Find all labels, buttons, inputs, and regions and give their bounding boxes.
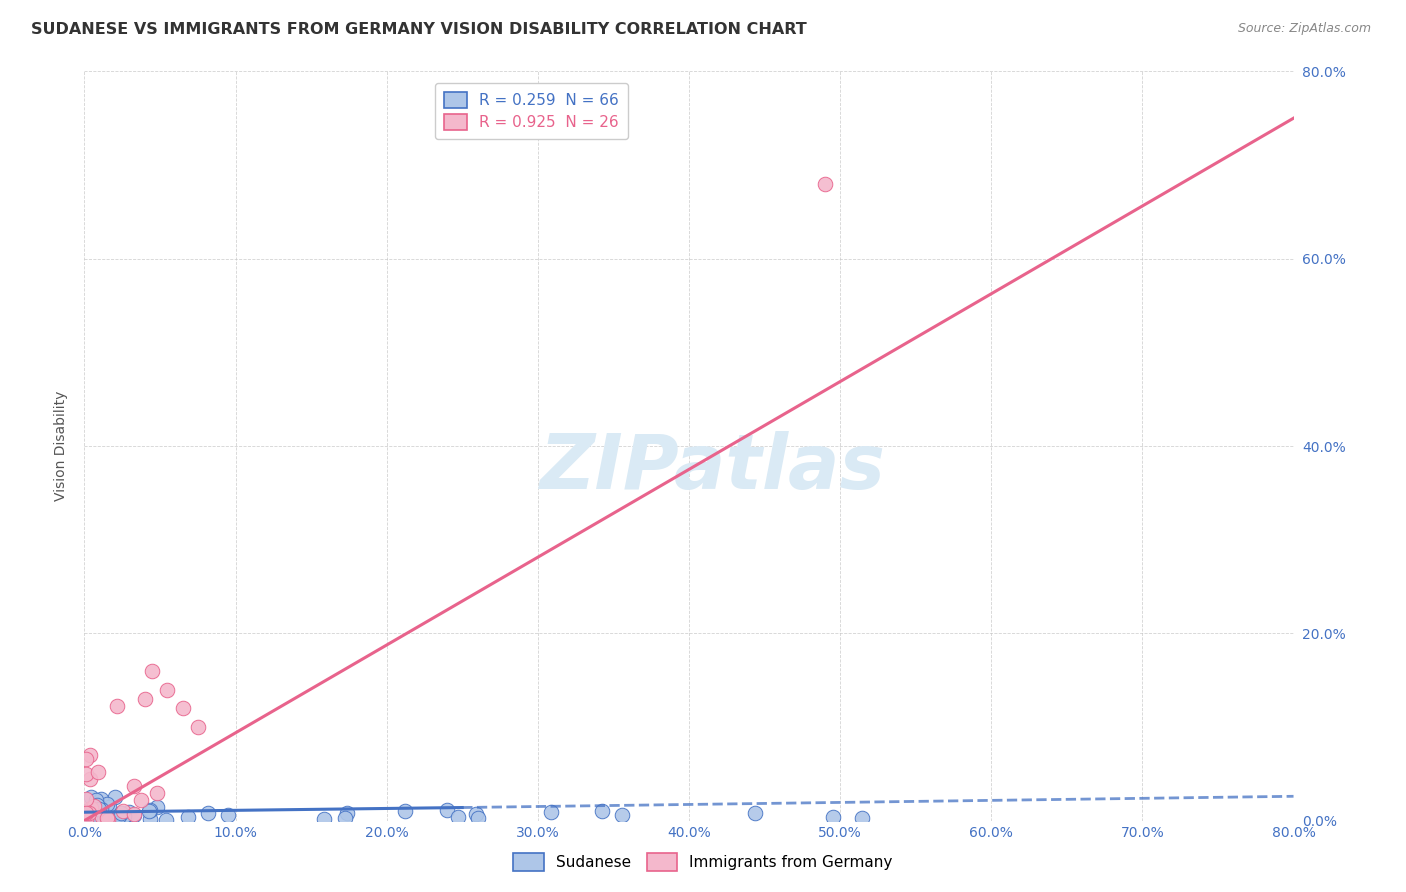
Point [467, 811, 489, 825]
Point [436, 803, 458, 817]
Point [86, 797, 108, 812]
Point [75, 811, 97, 825]
Point [464, 807, 486, 822]
Point [83, 799, 105, 814]
Point [87, 802, 110, 816]
Point [108, 809, 131, 823]
Text: ZIPatlas: ZIPatlas [540, 432, 886, 506]
Point [82, 808, 104, 822]
Point [146, 799, 169, 814]
Point [139, 812, 162, 826]
Point [111, 810, 134, 824]
Point [108, 808, 131, 822]
Point [90, 801, 112, 815]
Point [823, 810, 845, 824]
Point [80, 800, 103, 814]
Point [90, 811, 112, 825]
Point [75, 805, 97, 820]
Point [75, 813, 97, 827]
Point [177, 809, 200, 823]
Point [75, 766, 97, 780]
Text: SUDANESE VS IMMIGRANTS FROM GERMANY VISION DISABILITY CORRELATION CHART: SUDANESE VS IMMIGRANTS FROM GERMANY VISI… [31, 22, 807, 37]
Point [744, 805, 766, 820]
Point [114, 809, 136, 823]
Point [591, 805, 613, 819]
Point [96, 811, 118, 825]
Y-axis label: Vision Disability: Vision Disability [53, 391, 67, 501]
Point [86, 809, 108, 823]
Point [77, 806, 100, 821]
Point [79, 772, 101, 786]
Point [394, 804, 416, 818]
Point [540, 805, 562, 820]
Point [86, 813, 108, 827]
Text: Source: ZipAtlas.com: Source: ZipAtlas.com [1237, 22, 1371, 36]
Point [91, 810, 114, 824]
Point [93, 813, 115, 827]
Point [75, 752, 97, 766]
Point [79, 813, 101, 827]
Point [83, 802, 105, 816]
Point [97, 813, 120, 827]
Point [134, 692, 156, 706]
Point [146, 786, 169, 800]
Point [84, 792, 107, 806]
Legend: R = 0.259  N = 66, R = 0.925  N = 26: R = 0.259 N = 66, R = 0.925 N = 26 [434, 83, 628, 139]
Point [90, 792, 112, 806]
Point [98, 800, 121, 814]
Point [312, 812, 335, 826]
Point [336, 806, 359, 821]
Point [612, 808, 634, 822]
Point [112, 809, 135, 823]
Point [75, 791, 97, 805]
Point [107, 698, 129, 713]
Point [138, 804, 160, 818]
Point [155, 813, 177, 827]
Point [80, 811, 103, 825]
Point [86, 802, 108, 816]
Point [110, 805, 132, 820]
Point [90, 811, 112, 825]
Point [91, 813, 114, 827]
Point [122, 779, 145, 793]
Point [197, 805, 219, 820]
Point [94, 813, 117, 827]
Point [94, 809, 117, 823]
Point [82, 805, 104, 820]
Point [91, 809, 114, 823]
Point [156, 682, 179, 697]
Point [447, 810, 470, 824]
Point [333, 811, 356, 825]
Point [172, 701, 194, 715]
Point [103, 813, 125, 827]
Point [138, 804, 160, 818]
Point [79, 812, 101, 826]
Point [75, 805, 97, 819]
Point [91, 802, 114, 816]
Point [103, 811, 125, 825]
Point [80, 790, 103, 805]
Point [111, 804, 134, 818]
Point [122, 808, 145, 822]
Point [76, 809, 98, 823]
Point [141, 664, 163, 678]
Point [79, 747, 101, 762]
Point [118, 805, 141, 819]
Legend: Sudanese, Immigrants from Germany: Sudanese, Immigrants from Germany [508, 847, 898, 877]
Point [187, 720, 209, 734]
Point [217, 808, 239, 822]
Point [91, 805, 114, 819]
Point [104, 790, 127, 805]
Point [75, 809, 97, 823]
Point [122, 807, 145, 822]
Point [77, 808, 100, 822]
Point [83, 806, 105, 821]
Point [96, 797, 118, 812]
Point [814, 177, 837, 191]
Point [851, 811, 873, 825]
Point [87, 765, 110, 780]
Point [129, 793, 152, 807]
Point [89, 806, 111, 821]
